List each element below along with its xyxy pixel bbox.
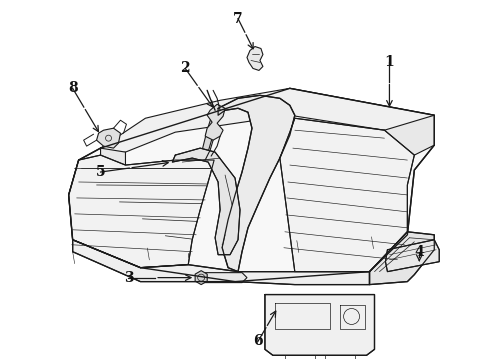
Text: 6: 6 — [253, 334, 263, 348]
Polygon shape — [247, 46, 263, 71]
Polygon shape — [178, 108, 218, 270]
Polygon shape — [369, 232, 434, 285]
Text: 7: 7 — [233, 12, 243, 26]
Text: 5: 5 — [96, 165, 105, 179]
Text: 8: 8 — [68, 81, 77, 95]
Polygon shape — [100, 88, 434, 155]
Polygon shape — [69, 88, 434, 282]
Polygon shape — [280, 118, 415, 272]
Polygon shape — [265, 294, 374, 355]
Polygon shape — [73, 240, 369, 285]
Text: 3: 3 — [123, 271, 133, 285]
Polygon shape — [202, 273, 247, 283]
Polygon shape — [69, 155, 214, 268]
Text: 4: 4 — [415, 245, 424, 259]
Polygon shape — [218, 95, 295, 272]
Polygon shape — [97, 128, 121, 148]
Polygon shape — [195, 271, 207, 285]
Polygon shape — [172, 148, 240, 255]
Text: 1: 1 — [385, 55, 394, 69]
Polygon shape — [205, 104, 225, 140]
Polygon shape — [100, 148, 125, 165]
Polygon shape — [385, 115, 434, 155]
Text: 2: 2 — [180, 62, 190, 76]
Polygon shape — [386, 240, 439, 272]
